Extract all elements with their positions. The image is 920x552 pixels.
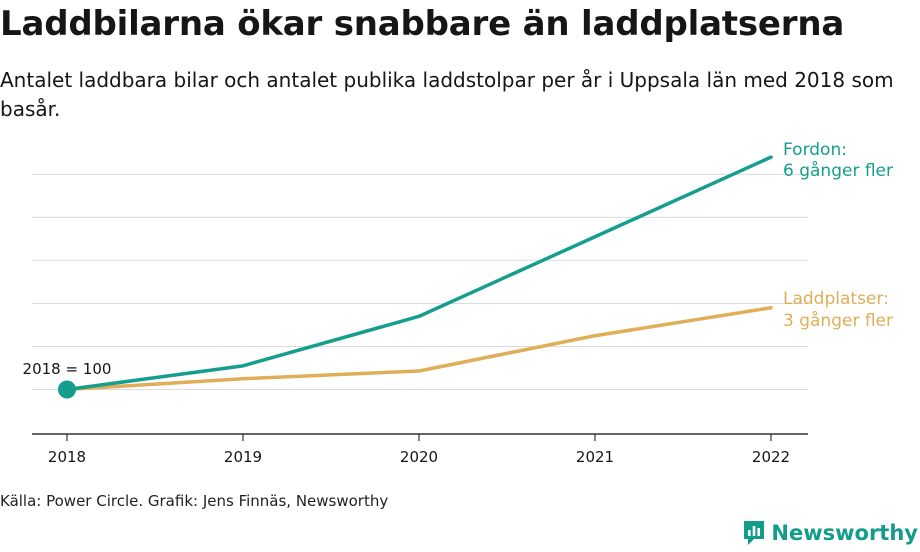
series-lines: 2018 = 100	[23, 155, 773, 399]
series-label-fordon-detail: 6 gånger fler	[783, 160, 893, 181]
baseline-dot	[58, 380, 76, 399]
series-line-fordon	[65, 155, 773, 392]
series-labels: Fordon:6 gånger fler Laddplatser:3 gånger…	[783, 140, 893, 331]
x-tick-label: 2022	[752, 448, 790, 466]
series-label-fordon: Fordon:	[783, 140, 847, 160]
series-label-laddplatser: Laddplatser:	[783, 289, 889, 309]
x-tick-label: 2018	[48, 448, 86, 466]
brand-logo[interactable]: Newsworthy	[742, 519, 918, 547]
chart: 2018 2019 2020 2021 2022 2018 = 100 Fordon:6…	[23, 140, 893, 466]
newsworthy-logo-icon	[744, 521, 765, 545]
x-axis: 2018 2019 2020 2021 2022	[32, 433, 808, 466]
series-line-laddplatser	[65, 305, 773, 392]
series-label-laddplatser-detail: 3 gånger fler	[783, 310, 893, 331]
chart-title: Laddbilarna ökar snabbare än laddplatser…	[0, 4, 845, 44]
chart-subtitle: Antalet laddbara bilar och antalet publi…	[0, 68, 894, 121]
brand-name: Newsworthy	[771, 521, 918, 545]
x-tick-label: 2021	[576, 448, 614, 466]
x-tick-label: 2019	[224, 448, 262, 466]
baseline-label: 2018 = 100	[23, 360, 112, 378]
x-tick-label: 2020	[400, 448, 438, 466]
grid-lines	[32, 173, 808, 390]
source-note: Källa: Power Circle. Grafik: Jens Finnäs…	[0, 492, 389, 510]
